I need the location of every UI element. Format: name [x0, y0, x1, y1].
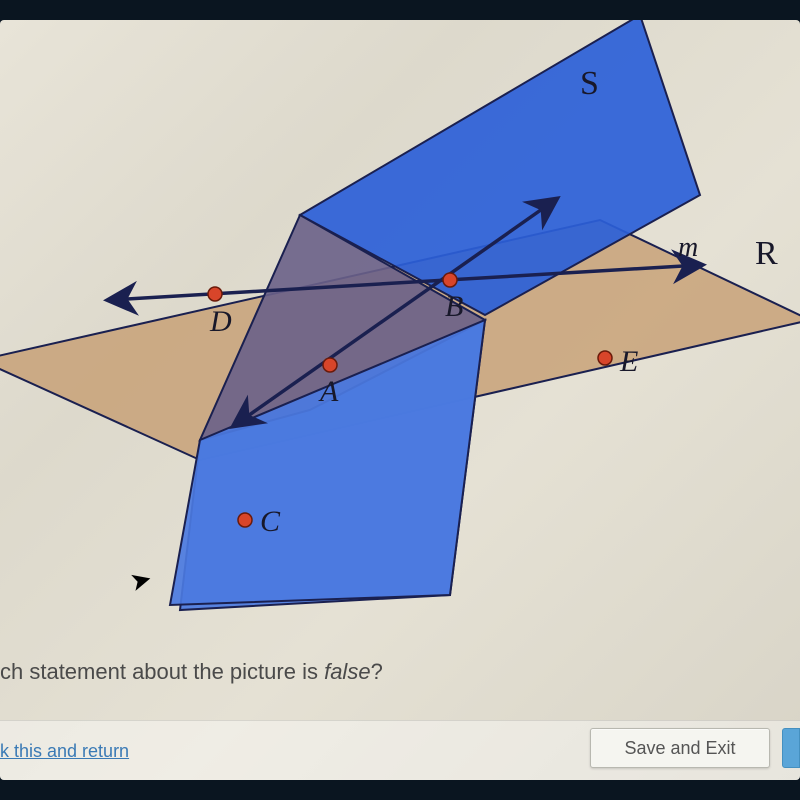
point-e	[598, 351, 612, 365]
question-italic: false	[324, 659, 370, 684]
point-c	[238, 513, 252, 527]
footer-bar: k this and return Save and Exit	[0, 720, 800, 780]
point-d	[208, 287, 222, 301]
label-e: E	[620, 345, 638, 379]
return-link[interactable]: k this and return	[0, 741, 129, 762]
label-plane-r: R	[755, 235, 778, 273]
diagram-svg	[0, 20, 800, 620]
next-button-edge[interactable]	[782, 728, 800, 768]
question-prefix: ch statement about the picture is	[0, 659, 324, 684]
label-c: C	[260, 505, 280, 539]
save-exit-button[interactable]: Save and Exit	[590, 728, 770, 768]
point-b	[443, 273, 457, 287]
question-suffix: ?	[371, 659, 383, 684]
label-d: D	[210, 305, 232, 339]
label-line-m: m	[678, 232, 698, 264]
geometry-diagram: D B A E C S R m ➤	[0, 20, 800, 620]
label-a: A	[320, 375, 338, 409]
point-a	[323, 358, 337, 372]
question-text: ch statement about the picture is false?	[0, 659, 383, 685]
label-plane-s: S	[580, 65, 599, 103]
quiz-screen: D B A E C S R m ➤ ch statement about the…	[0, 20, 800, 780]
label-b: B	[445, 290, 463, 324]
